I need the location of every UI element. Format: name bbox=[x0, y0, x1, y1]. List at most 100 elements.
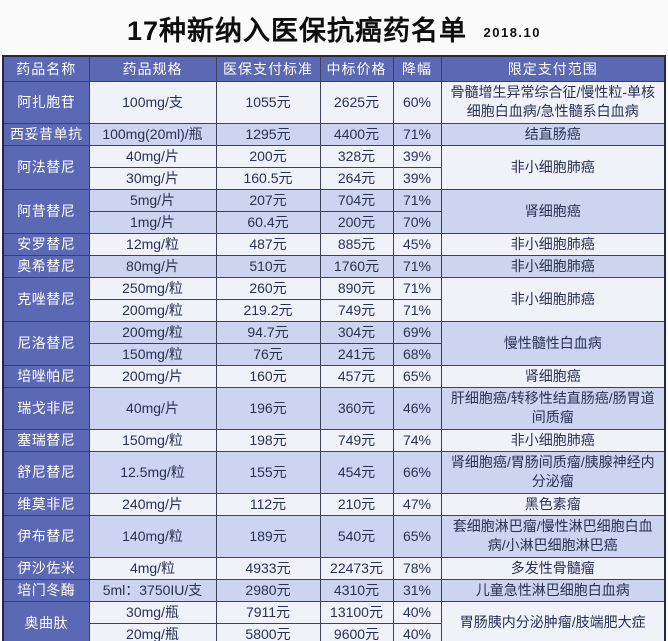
bid-price-cell: 200元 bbox=[319, 210, 394, 234]
table-row: 伊布替尼 140mg/粒 189元 540元 65% 套细胞淋巴瘤/慢性淋巴细胞白血病/小… bbox=[2, 514, 666, 558]
column-header: 药品规格 bbox=[88, 55, 217, 82]
column-header: 降幅 bbox=[392, 55, 442, 82]
drug-table: 药品名称 药品规格 医保支付标准 中标价格 降幅 限定支付范围 阿扎胞苷 100mg/支 10… bbox=[2, 55, 666, 641]
drug-spec-cell: 12.5mg/粒 bbox=[88, 450, 217, 494]
drug-spec-cell: 20mg/瓶 bbox=[88, 622, 217, 641]
insurance-pay-cell: 160元 bbox=[215, 364, 321, 388]
drug-spec-cell: 250mg/粒 bbox=[88, 276, 217, 300]
bid-price-cell: 540元 bbox=[319, 514, 394, 558]
table-row: 30mg/片 160.5元 264元 39% bbox=[3, 166, 665, 190]
insurance-pay-cell: 160.5元 bbox=[215, 166, 321, 190]
drug-name-cell: 安罗替尼 bbox=[2, 232, 90, 256]
insurance-pay-cell: 7911元 bbox=[215, 600, 321, 624]
table-row: 阿昔替尼 5mg/片 207元 704元 71% 肾细胞癌 bbox=[2, 188, 666, 234]
drug-spec-cell: 200mg/片 bbox=[88, 364, 217, 388]
table-row: 伊沙佐米 4mg/粒 4933元 22473元 78% 多发性骨髓瘤 bbox=[2, 556, 666, 580]
insurance-pay-cell: 1055元 bbox=[215, 80, 321, 124]
price-cut-cell: 74% bbox=[392, 428, 442, 452]
payment-scope-cell: 结直肠癌 bbox=[440, 122, 666, 146]
drug-name-cell: 西妥昔单抗 bbox=[2, 122, 90, 146]
price-cut-cell: 46% bbox=[392, 386, 442, 430]
table-row: 奥希替尼 80mg/片 510元 1760元 71% 非小细胞肺癌 bbox=[2, 254, 666, 278]
bid-price-cell: 4310元 bbox=[319, 578, 394, 602]
drug-spec-cell: 100mg(20ml)/瓶 bbox=[88, 122, 217, 146]
bid-price-cell: 457元 bbox=[319, 364, 394, 388]
bid-price-cell: 304元 bbox=[319, 320, 394, 344]
bid-price-cell: 9600元 bbox=[319, 622, 394, 641]
table-row: 150mg/粒 76元 241元 68% bbox=[3, 342, 665, 366]
drug-name-cell: 塞瑞替尼 bbox=[2, 428, 90, 452]
insurance-pay-cell: 94.7元 bbox=[215, 320, 321, 344]
table-row: 20mg/瓶 5800元 9600元 40% bbox=[3, 622, 665, 641]
table-row: 瑞戈非尼 40mg/片 196元 360元 46% 肝细胞癌/转移性结直肠癌/肠胃道间质瘤 bbox=[2, 386, 666, 430]
insurance-pay-cell: 5800元 bbox=[215, 622, 321, 641]
price-cut-cell: 70% bbox=[392, 210, 442, 234]
drug-spec-cell: 12mg/粒 bbox=[88, 232, 217, 256]
price-cut-cell: 71% bbox=[392, 298, 442, 322]
payment-scope-cell: 多发性骨髓瘤 bbox=[440, 556, 666, 580]
insurance-pay-cell: 1295元 bbox=[215, 122, 321, 146]
insurance-pay-cell: 198元 bbox=[215, 428, 321, 452]
drug-spec-cell: 150mg/粒 bbox=[88, 342, 217, 366]
table-row: 舒尼替尼 12.5mg/粒 155元 454元 66% 肾细胞癌/胃肠间质瘤/胰腺神经内分… bbox=[2, 450, 666, 494]
drug-spec-cell: 240mg/片 bbox=[88, 492, 217, 516]
payment-scope-cell: 套细胞淋巴瘤/慢性淋巴细胞白血病/小淋巴细胞淋巴癌 bbox=[440, 514, 666, 558]
insurance-pay-cell: 4933元 bbox=[215, 556, 321, 580]
table-row: 200mg/粒 219.2元 749元 71% bbox=[3, 298, 665, 322]
drug-spec-cell: 30mg/瓶 bbox=[88, 600, 217, 624]
bid-price-cell: 4400元 bbox=[319, 122, 394, 146]
bid-price-cell: 454元 bbox=[319, 450, 394, 494]
insurance-pay-cell: 2980元 bbox=[215, 578, 321, 602]
column-header: 限定支付范围 bbox=[440, 55, 666, 82]
price-cut-cell: 60% bbox=[392, 80, 442, 124]
table-row: 培门冬酶 5ml：3750IU/支 2980元 4310元 31% 儿童急性淋巴细胞白血病 bbox=[2, 578, 666, 602]
drug-spec-cell: 80mg/片 bbox=[88, 254, 217, 278]
drug-name-cell: 瑞戈非尼 bbox=[2, 386, 90, 430]
page-title: 17种新纳入医保抗癌药名单 bbox=[127, 16, 468, 46]
price-cut-cell: 78% bbox=[392, 556, 442, 580]
price-cut-cell: 39% bbox=[392, 144, 442, 168]
drug-name-cell: 尼洛替尼 bbox=[2, 320, 90, 366]
table-row: 尼洛替尼 200mg/粒 94.7元 304元 69% 慢性髓性白血病 bbox=[2, 320, 666, 366]
table-row: 安罗替尼 12mg/粒 487元 885元 45% 非小细胞肺癌 bbox=[2, 232, 666, 256]
payment-scope-cell: 骨髓增生异常综合征/慢性粒-单核细胞白血病/急性髓系白血病 bbox=[440, 80, 666, 124]
insurance-pay-cell: 189元 bbox=[215, 514, 321, 558]
bid-price-cell: 1760元 bbox=[319, 254, 394, 278]
drug-spec-cell: 1mg/片 bbox=[88, 210, 217, 234]
drug-name-cell: 克唑替尼 bbox=[2, 276, 90, 322]
drug-name-cell: 奥曲肽 bbox=[2, 600, 90, 641]
drug-name-cell: 培唑帕尼 bbox=[2, 364, 90, 388]
price-cut-cell: 47% bbox=[392, 492, 442, 516]
payment-scope-cell: 肾细胞癌 bbox=[440, 188, 666, 234]
drug-name-cell: 伊布替尼 bbox=[2, 514, 90, 558]
price-cut-cell: 71% bbox=[392, 254, 442, 278]
table-row: 西妥昔单抗 100mg(20ml)/瓶 1295元 4400元 71% 结直肠癌 bbox=[2, 122, 666, 146]
bid-price-cell: 749元 bbox=[319, 428, 394, 452]
payment-scope-cell: 肝细胞癌/转移性结直肠癌/肠胃道间质瘤 bbox=[440, 386, 666, 430]
drug-name-cell: 培门冬酶 bbox=[2, 578, 90, 602]
bid-price-cell: 241元 bbox=[319, 342, 394, 366]
table-row: 阿扎胞苷 100mg/支 1055元 2625元 60% 骨髓增生异常综合征/慢性粒-单核… bbox=[2, 80, 666, 124]
payment-scope-cell: 胃肠胰内分泌肿瘤/肢端肥大症 bbox=[440, 600, 666, 641]
bid-price-cell: 22473元 bbox=[319, 556, 394, 580]
drug-name-cell: 伊沙佐米 bbox=[2, 556, 90, 580]
price-cut-cell: 40% bbox=[392, 600, 442, 624]
insurance-pay-cell: 510元 bbox=[215, 254, 321, 278]
price-cut-cell: 69% bbox=[392, 320, 442, 344]
insurance-pay-cell: 487元 bbox=[215, 232, 321, 256]
insurance-pay-cell: 76元 bbox=[215, 342, 321, 366]
drug-name-cell: 奥希替尼 bbox=[2, 254, 90, 278]
drug-name-cell: 舒尼替尼 bbox=[2, 450, 90, 494]
drug-name-cell: 维莫非尼 bbox=[2, 492, 90, 516]
price-cut-cell: 39% bbox=[392, 166, 442, 190]
price-cut-cell: 65% bbox=[392, 364, 442, 388]
drug-name-cell: 阿昔替尼 bbox=[2, 188, 90, 234]
insurance-pay-cell: 200元 bbox=[215, 144, 321, 168]
payment-scope-cell: 非小细胞肺癌 bbox=[440, 144, 666, 190]
price-cut-cell: 66% bbox=[392, 450, 442, 494]
price-cut-cell: 45% bbox=[392, 232, 442, 256]
drug-spec-cell: 5ml：3750IU/支 bbox=[88, 578, 217, 602]
payment-scope-cell: 儿童急性淋巴细胞白血病 bbox=[440, 578, 666, 602]
bid-price-cell: 704元 bbox=[319, 188, 394, 212]
